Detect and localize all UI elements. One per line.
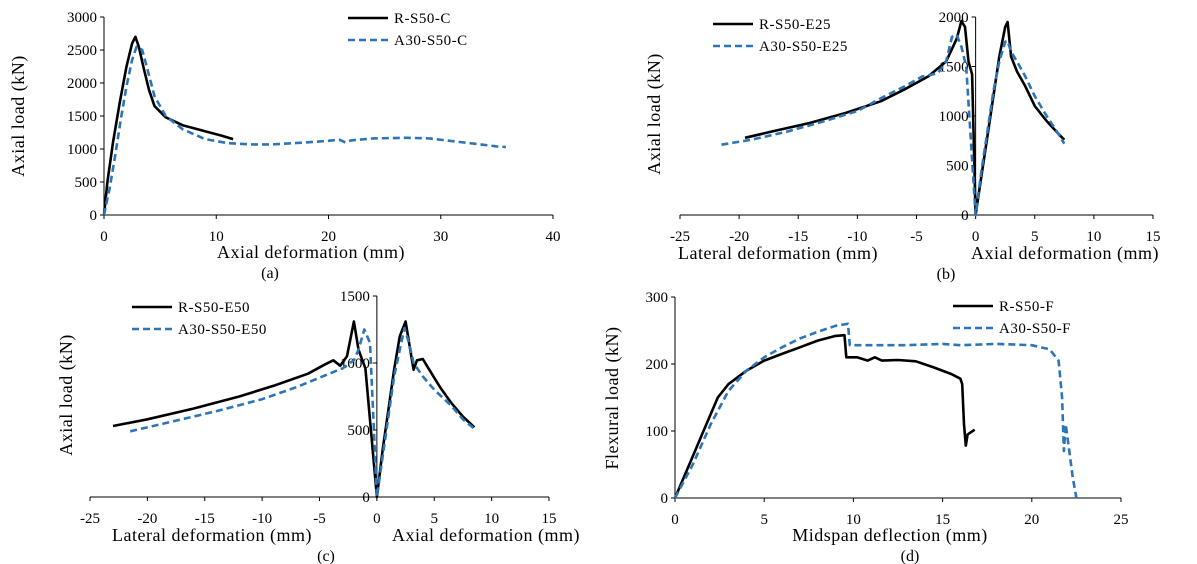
x-tick-label: -25 [80, 511, 100, 527]
series-line-r-s50-f [673, 333, 976, 499]
legend-label: R-S50-E50 [178, 300, 250, 316]
series-line-a30-s50-f [673, 322, 1078, 499]
x-tick-label: -10 [847, 229, 867, 245]
panel-caption: (c) [317, 548, 335, 564]
legend-label: A30-S50-E25 [759, 39, 848, 55]
chart-b: -25 -20 -15 -10 -5 0 5 10 150500100015002000Late… [644, 10, 1161, 283]
x-axis-label-axial: Axial deformation (mm) [971, 243, 1159, 264]
y-tick-label: 0 [961, 208, 969, 224]
series-line-a30-s50-e50 [129, 326, 476, 499]
x-tick-label: -25 [670, 229, 690, 245]
x-tick-label: 0 [972, 229, 980, 245]
series-line-a30-s50-c [102, 45, 506, 216]
x-tick-label: 15 [542, 511, 557, 527]
chart-d: 0 5 10 15 20 25 0 100 200 300 Midspan deflection (… [602, 290, 1129, 564]
x-tick-label: 5 [1031, 229, 1039, 245]
x-tick-label: 20 [1024, 512, 1039, 528]
y-tick-label: 2000 [67, 76, 97, 92]
x-tick-label: 10 [846, 512, 861, 528]
x-tick-label: 0 [373, 511, 381, 527]
legend-label: R-S50-F [999, 299, 1054, 315]
y-tick-label: 500 [946, 159, 969, 175]
y-tick-label: 200 [646, 357, 669, 373]
x-axis-label-lateral: Lateral deformation (mm) [112, 525, 312, 546]
x-tick-label: 0 [100, 229, 108, 245]
chart-c: -25 -20 -15 -10 -5 0 5 10 15050010001500Lateral … [56, 289, 580, 564]
y-tick-label: 500 [75, 175, 98, 191]
x-tick-label: -20 [729, 229, 749, 245]
x-tick-label: 10 [484, 511, 499, 527]
x-tick-label: 10 [1086, 229, 1101, 245]
y-tick-label: 1500 [67, 109, 97, 125]
y-tick-label: 100 [646, 424, 669, 440]
chart-a: 0 10 20 30 40 0 500 1000 1500 2000 2500 3000 Axial d… [8, 10, 561, 282]
x-tick-label: 10 [209, 229, 224, 245]
y-axis-label: Axial load (kN) [8, 55, 29, 176]
y-tick-label: 2500 [67, 43, 97, 59]
x-tick-label: 40 [546, 229, 561, 245]
x-tick-label: -5 [910, 229, 923, 245]
series-line-r-s50-c [102, 35, 234, 216]
x-axis-label: Axial deformation (mm) [217, 242, 405, 263]
x-tick-label: 0 [671, 512, 679, 528]
panel-caption: (b) [937, 266, 956, 283]
x-tick-label: 25 [1114, 512, 1129, 528]
legend-label: A30-S50-E50 [178, 322, 267, 338]
x-tick-label: 15 [935, 512, 950, 528]
panel-caption: (d) [901, 548, 920, 564]
x-tick-label: -20 [137, 511, 157, 527]
y-tick-label: 1500 [340, 289, 370, 305]
x-tick-label: -5 [313, 511, 326, 527]
y-tick-label: 500 [347, 423, 370, 439]
legend-label: R-S50-E25 [759, 17, 831, 33]
y-axis-label: Axial load (kN) [644, 53, 665, 174]
series-line-a30-s50-e25 [721, 33, 1066, 217]
x-axis-label-lateral: Lateral deformation (mm) [678, 243, 878, 264]
y-tick-label: 0 [362, 490, 370, 506]
x-axis-label-axial: Axial deformation (mm) [392, 525, 580, 546]
legend-label: R-S50-C [394, 11, 451, 27]
legend-label: A30-S50-C [394, 33, 468, 49]
x-tick-label: 5 [431, 511, 439, 527]
y-tick-label: 0 [90, 208, 98, 224]
series-line-r-s50-e50 [112, 320, 476, 499]
x-tick-label: 15 [1146, 229, 1161, 245]
y-tick-label: 1000 [67, 142, 97, 158]
x-axis-label: Midspan deflection (mm) [792, 525, 987, 546]
y-tick-label: 3000 [67, 10, 97, 26]
y-tick-label: 1000 [939, 109, 969, 125]
x-tick-label: -15 [788, 229, 808, 245]
x-tick-label: -10 [252, 511, 272, 527]
y-axis-label: Axial load (kN) [56, 334, 77, 455]
y-axis-label: Flexural load (kN) [602, 327, 623, 470]
x-tick-label: 20 [321, 229, 336, 245]
legend-label: A30-S50-F [999, 321, 1071, 337]
x-tick-label: 30 [433, 229, 448, 245]
y-tick-label: 300 [646, 290, 669, 306]
panel-caption: (a) [261, 265, 279, 282]
x-tick-label: 5 [760, 512, 768, 528]
x-tick-label: -15 [195, 511, 215, 527]
y-tick-label: 0 [661, 491, 669, 507]
